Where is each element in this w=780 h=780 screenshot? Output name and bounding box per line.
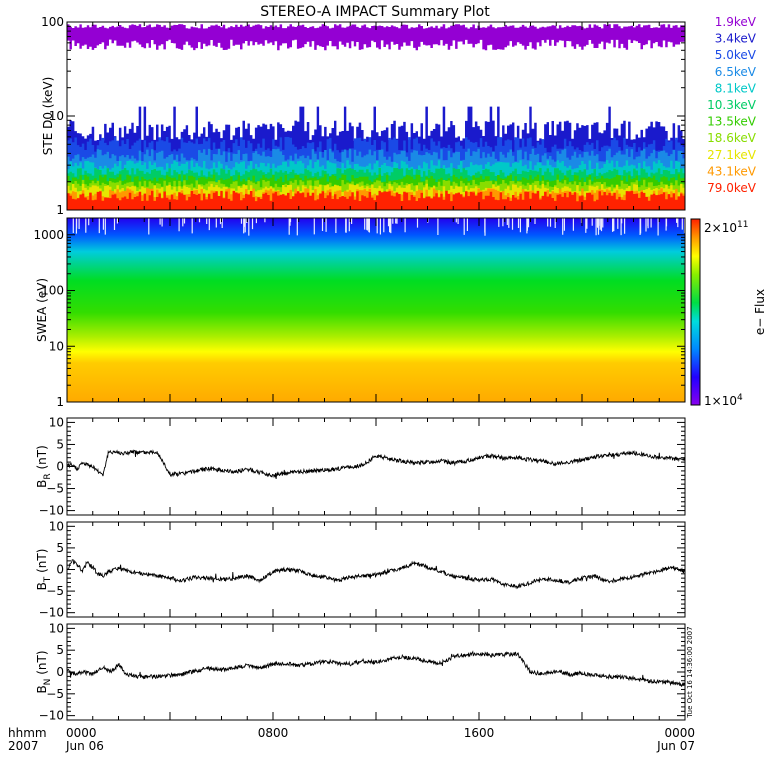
bt-panel: 10 5 0 −5 −10 BT (nT) [35,519,686,620]
y-tick-label: −10 [39,606,64,620]
y-tick-label: 5 [56,437,64,451]
br-y-axis-label: BR (nT) [35,445,53,488]
legend-entry-79.0keV: 79.0keV [707,181,757,195]
y-tick-label: 0 [56,665,64,679]
bt-frame [66,521,686,618]
ste-series-band [67,24,685,51]
legend-entry-5.0keV: 5.0keV [715,48,757,62]
bt-y-axis-label: BT (nT) [35,549,53,591]
plot-title: STEREO-A IMPACT Summary Plot [260,4,490,20]
y-tick-label: −5 [46,687,64,701]
label-subscript: N [43,679,53,686]
y-tick-label: 10 [49,339,64,353]
y-tick-label: 1 [56,395,64,409]
y-tick-label: 0 [56,563,64,577]
legend-entry-13.5keV: 13.5keV [707,115,757,129]
y-tick-label: 5 [56,541,64,555]
y-tick-label: −5 [46,482,64,496]
x-tick-date: Jun 06 [65,739,104,753]
colorbar-min-exponent: 4 [737,393,743,403]
y-tick-label: −5 [46,584,64,598]
bt-trace [66,559,686,590]
bn-frame [66,623,686,721]
colorbar-min-label: 1×104 [704,393,743,408]
label-main: B [35,480,49,488]
y-tick-label: 10 [49,621,64,635]
ste-series-band [67,190,685,210]
x-tick-time: 0000 [66,726,97,740]
legend-entry-1.9keV: 1.9keV [715,15,757,29]
label-unit: (nT) [35,549,49,577]
bn-panel: 10 5 0 −5 −10 BN (nT) [35,621,686,723]
y-tick-label: 10 [49,519,64,533]
y-tick-label: 10 [49,109,64,123]
label-main: B [35,582,49,590]
y-tick-label: 100 [41,15,64,29]
legend-entry-27.1keV: 27.1keV [707,148,757,162]
year-label: 2007 [8,739,39,753]
ste-panel: 1 10 100 STE D0 (keV) 1.9keV 3.4keV 5.0keV 6.5k… [41,15,757,217]
ste-series-1.9keV [67,24,685,51]
y-tick-label: 1 [56,203,64,217]
legend-entry-10.3keV: 10.3keV [707,98,757,112]
legend-entry-18.6keV: 18.6keV [707,131,757,145]
x-tick-time: 0000 [664,726,695,740]
y-tick-label: 1000 [33,228,64,242]
label-subscript: R [43,473,53,479]
swea-heatmap [67,218,685,402]
y-tick-label: −10 [39,504,64,518]
ste-series-79.0keV [67,190,685,210]
swea-y-axis-label: SWEA (eV) [35,278,49,342]
label-main: B [35,685,49,693]
br-frame [66,417,686,516]
label-subscript: T [43,576,53,583]
colorbar: 2×1011 1×104 e− Flux [690,218,767,408]
x-tick-date: Jun 07 [656,739,695,753]
timestamp: Tue Oct 16 14:36:00 2007 [686,626,694,718]
colorbar-max-label: 2×1011 [704,220,748,235]
x-tick-time: 1600 [464,726,495,740]
y-tick-label: 5 [56,643,64,657]
label-unit: (nT) [35,650,49,678]
legend-entry-3.4keV: 3.4keV [715,32,757,46]
colorbar-max-exponent: 11 [737,220,748,230]
ste-y-axis-label: STE D0 (keV) [41,77,55,156]
colorbar-label: e− Flux [753,289,767,335]
legend-entry-6.5keV: 6.5keV [715,65,757,79]
label-unit: (nT) [35,445,49,473]
colorbar-max-mantissa: 2×10 [704,221,737,235]
colorbar-bar [690,218,701,406]
legend-entry-43.1keV: 43.1keV [707,164,757,178]
y-tick-label: 10 [49,415,64,429]
legend-entry-8.1keV: 8.1keV [715,81,757,95]
bn-trace [66,650,686,687]
x-tick-time: 0800 [258,726,289,740]
bn-y-axis-label: BN (nT) [35,650,53,693]
br-panel: 10 5 0 −5 −10 BR (nT) [35,415,686,518]
br-trace [66,449,686,480]
y-tick-label: −10 [39,709,64,723]
hhmm-label: hhmm [8,726,47,740]
y-tick-label: 100 [41,284,64,298]
colorbar-min-mantissa: 1×10 [704,394,737,408]
y-tick-label: 0 [56,460,64,474]
swea-panel: 1 10 100 1000 SWEA (eV) 2×1011 1×104 e− Flux [33,217,767,409]
